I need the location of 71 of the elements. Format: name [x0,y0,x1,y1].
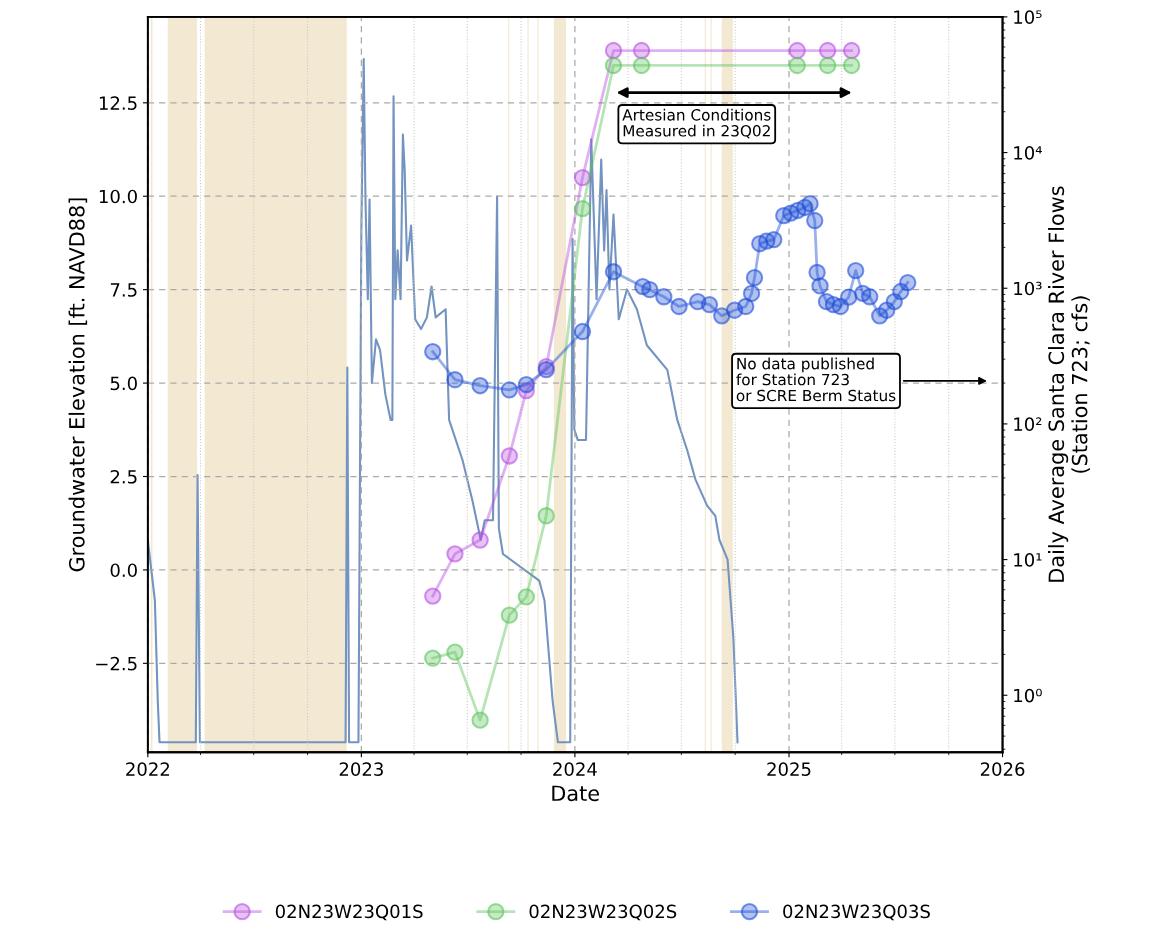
point [808,263,826,282]
y2-tick-label: 10³ [1014,281,1042,296]
point [446,371,464,389]
point [801,195,819,213]
point [517,588,536,606]
point [742,284,761,303]
point [737,297,755,316]
point [500,381,519,399]
x-tick-label: 2022 [126,762,170,776]
point [788,56,806,75]
point [745,269,764,287]
y2-tick-label: 10¹ [1014,553,1042,567]
point [700,295,719,314]
point [818,56,837,75]
point [537,507,555,525]
point [842,56,861,75]
point [765,230,783,249]
point [604,41,623,60]
point [573,322,592,341]
legend-label: 02N23W23Q03S [783,904,930,921]
y2-tick-label: 10⁰ [1014,688,1042,703]
point [641,280,659,299]
point [604,263,623,281]
point [500,606,519,624]
point [670,297,688,316]
point [806,211,824,230]
point [471,711,489,729]
point [632,41,651,60]
point [840,288,858,306]
point [500,447,519,465]
point [818,41,837,60]
y-tick-label: 2.5 [110,469,137,484]
point [517,375,536,394]
x-tick-label: 2024 [553,762,597,776]
y-tick-label: 5.0 [110,376,137,391]
y-tick-label: 7.5 [110,283,137,297]
point [847,261,865,280]
point [788,41,806,60]
y2-tick-label: 10² [1014,417,1042,432]
annotation: No data published for Station 723 or SCRE Berm Status [736,357,896,402]
point [811,277,829,295]
point [899,273,917,292]
y-axis-title: Groundwater Elevation [ft. NAVD88] [68,198,88,572]
point [655,288,673,306]
x-tick-label: 2023 [339,762,383,776]
point [424,587,442,605]
point [632,56,651,75]
y2-tick-label: 10⁵ [1014,10,1042,24]
point [604,56,623,75]
point [861,288,879,306]
point [446,545,464,563]
point [446,643,464,661]
point [424,649,442,667]
y-tick-label: −2.5 [96,656,137,671]
point [713,307,731,325]
annotation: Artesian Conditions Measured in 23Q02 [622,108,771,139]
legend-label: 02N23W23Q01S [275,904,423,921]
point [842,41,861,60]
x-tick-label: 2026 [980,762,1025,776]
x-tick-label: 2025 [767,762,811,776]
point [424,343,442,361]
y2-axis-title: Daily Average Santa Clara River Flows (Station 723; cfs) [1048,186,1090,582]
y2-tick-label: 10⁴ [1014,146,1042,160]
y-tick-label: 10.0 [99,189,137,204]
point [471,377,489,395]
y-tick-label: 12.5 [99,96,137,110]
legend-label: 02N23W23Q02S [529,904,677,921]
point [471,531,489,549]
y-tick-label: 0.0 [110,563,137,578]
x-axis-title: Date [552,785,599,802]
point [573,199,592,218]
